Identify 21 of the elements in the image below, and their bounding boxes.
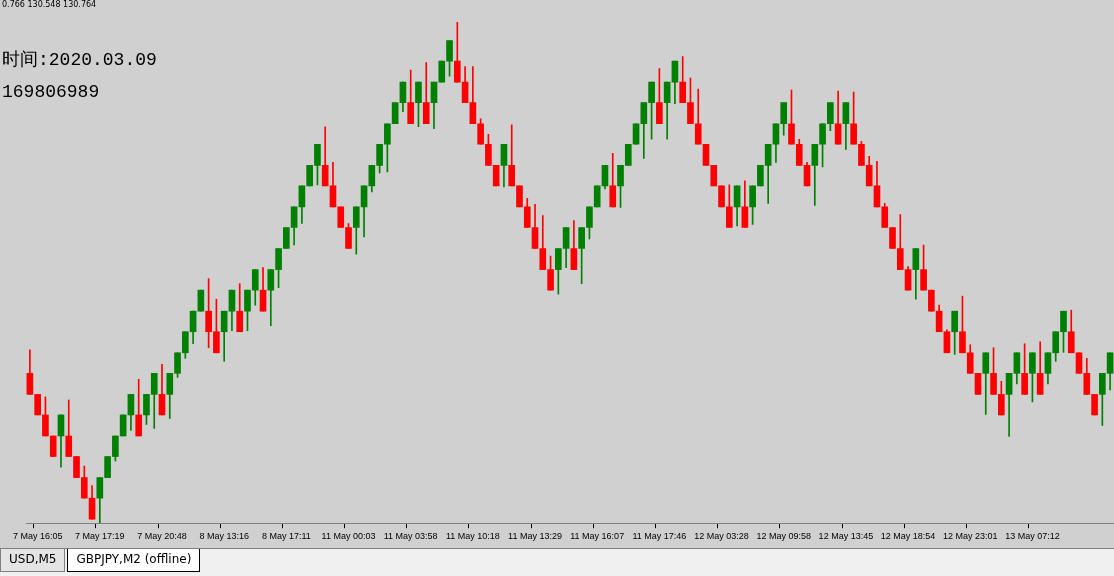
- x-tick-label: 11 May 10:18: [445, 531, 500, 542]
- text: 0.766 130.548 130.764: [2, 0, 98, 9]
- annotation: 时间:2020.03.09: [2, 49, 157, 72]
- x-tick-label: 11 May 16:07: [570, 531, 625, 542]
- x-tick-label: 11 May 13:29: [508, 531, 562, 542]
- annotation: 169806989: [2, 81, 101, 104]
- x-tick-label: 11 May 00:03: [321, 531, 376, 542]
- text: USD,M5: [0, 549, 66, 572]
- x-tick-label: 12 May 13:45: [818, 531, 874, 542]
- x-tick-label: 7 May 16:05: [12, 531, 63, 542]
- x-tick-label: 12 May 23:01: [942, 531, 998, 542]
- x-tick-label: 12 May 09:58: [756, 531, 811, 542]
- x-tick-label: 7 May 20:48: [137, 531, 187, 542]
- x-tick-label: 8 May 13:16: [199, 531, 249, 542]
- x-tick-label: 12 May 03:28: [694, 531, 749, 542]
- x-tick-label: 7 May 17:19: [75, 531, 125, 542]
- x-tick-label: 12 May 18:54: [880, 531, 936, 542]
- x-tick-label: 13 May 07:12: [1005, 531, 1060, 542]
- x-tick-label: 11 May 17:46: [632, 531, 687, 542]
- x-tick-label: 8 May 17:11: [261, 531, 311, 542]
- x-tick-label: 11 May 03:58: [383, 531, 438, 542]
